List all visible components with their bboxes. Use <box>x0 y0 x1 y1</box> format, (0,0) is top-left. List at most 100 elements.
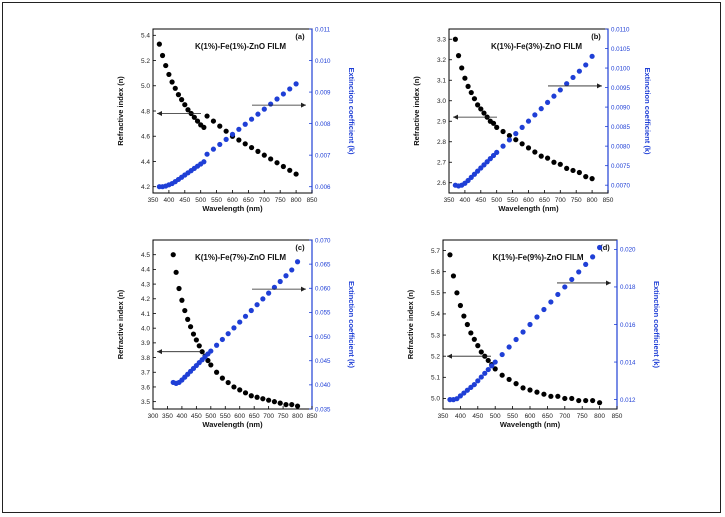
extinction-coefficient-point <box>513 336 519 343</box>
y-left-tick-label: 4.1 <box>141 311 150 318</box>
refractive-index-point <box>156 41 162 47</box>
x-tick-label: 500 <box>205 413 216 420</box>
refractive-index-point <box>175 92 182 98</box>
refractive-index-point <box>548 393 554 399</box>
refractive-index-point <box>185 107 191 113</box>
right-axis-arrowhead <box>301 102 306 108</box>
extinction-coefficient-point <box>468 384 474 391</box>
extinction-coefficient-point <box>219 336 225 343</box>
refractive-index-point <box>450 273 457 279</box>
y-right-tick-label: 0.008 <box>315 121 331 128</box>
extinction-coefficient-point <box>557 87 563 93</box>
refractive-index-point <box>255 148 261 154</box>
extinction-coefficient-point <box>461 390 467 396</box>
refractive-index-point <box>201 124 207 130</box>
extinction-coefficient-point <box>268 101 274 107</box>
refractive-index-point <box>248 144 255 151</box>
refractive-index-point <box>231 384 237 390</box>
extinction-coefficient-point <box>597 244 603 251</box>
x-tick-label: 750 <box>275 197 286 204</box>
x-tick-label: 800 <box>594 413 605 420</box>
chart-panel-c: 300 350 400 450 500 550 600 650 700 750 800 850 3.5 3… <box>116 237 356 429</box>
x-axis-label: Wavelength (nm) <box>498 204 559 213</box>
y-left-tick-label: 2.8 <box>437 139 446 146</box>
y-right-tick-label: 0.010 <box>315 58 331 65</box>
extinction-coefficient-point <box>492 359 498 365</box>
extinction-coefficient-point <box>513 131 519 137</box>
refractive-index-point <box>173 269 179 275</box>
refractive-index-point <box>271 399 278 405</box>
y-right-tick-label: 0.0080 <box>611 143 630 150</box>
refractive-index-point <box>214 369 220 375</box>
y-right-tick-label: 0.0105 <box>611 46 630 53</box>
y-left-axis-label: Refractive index (n) <box>406 289 415 359</box>
refractive-index-point <box>185 316 191 322</box>
extinction-coefficient-point <box>248 307 254 314</box>
refractive-index-point <box>225 379 231 386</box>
extinction-coefficient-point <box>266 290 272 296</box>
extinction-coefficient-point <box>576 269 582 275</box>
x-tick-label: 650 <box>243 197 254 204</box>
y-left-tick-label: 3.7 <box>141 370 150 377</box>
y-right-tick-label: 0.0075 <box>611 163 630 170</box>
y-left-tick-label: 4.8 <box>141 108 150 115</box>
refractive-index-point <box>485 357 491 364</box>
x-axis-label: Wavelength (nm) <box>202 420 263 429</box>
refractive-index-point <box>569 395 575 402</box>
y-left-tick-label: 3.9 <box>141 340 150 347</box>
y-left-tick-label: 4.4 <box>141 159 150 166</box>
extinction-coefficient-point <box>482 370 488 376</box>
refractive-index-point <box>471 336 477 342</box>
y-left-tick-label: 2.6 <box>437 180 446 187</box>
extinction-coefficient-point <box>548 299 554 305</box>
extinction-coefficient-point <box>538 106 544 112</box>
extinction-coefficient-point <box>255 111 261 117</box>
x-tick-label: 550 <box>220 413 231 420</box>
extinction-coefficient-point <box>481 162 487 168</box>
refractive-index-point <box>570 167 576 174</box>
refractive-index-point <box>163 62 169 69</box>
extinction-coefficient-point <box>541 306 547 313</box>
x-tick-label: 650 <box>542 413 553 420</box>
y-left-axis-label: Refractive index (n) <box>412 76 421 146</box>
x-tick-label: 450 <box>191 413 202 420</box>
refractive-index-point <box>236 137 242 143</box>
extinction-coefficient-point <box>454 396 460 402</box>
refractive-index-point <box>527 387 533 393</box>
refractive-index-point <box>223 128 229 134</box>
y-left-tick-label: 3.8 <box>141 355 150 362</box>
y-left-tick-label: 5.5 <box>431 290 440 297</box>
refractive-index-point <box>589 176 595 182</box>
extinction-coefficient-point <box>576 68 582 74</box>
extinction-coefficient-point <box>225 331 231 337</box>
extinction-coefficient-point <box>519 124 525 130</box>
x-tick-label: 850 <box>603 197 614 204</box>
extinction-coefficient-point <box>583 261 589 268</box>
x-tick-label: 600 <box>523 197 534 204</box>
refractive-index-point <box>287 167 293 173</box>
refractive-index-point <box>468 89 474 96</box>
refractive-index-point <box>274 160 280 166</box>
extinction-coefficient-point <box>490 152 497 159</box>
chart-panel-a: 350 400 450 500 550 600 650 700 750 800 850 4.2 4.4 4… <box>116 26 356 213</box>
refractive-index-point <box>159 52 166 59</box>
refractive-index-point <box>500 128 506 135</box>
extinction-coefficient-point <box>570 74 576 81</box>
refractive-index-point <box>289 401 295 408</box>
refractive-index-point <box>557 161 563 167</box>
extinction-coefficient-point <box>293 81 299 87</box>
refractive-index-point <box>204 113 210 119</box>
extinction-coefficient-point <box>532 112 538 118</box>
refractive-index-point <box>452 36 458 42</box>
refractive-index-point <box>576 169 582 176</box>
extinction-coefficient-point <box>499 351 505 358</box>
x-tick-label: 500 <box>490 413 501 420</box>
y-left-axis-label: Refractive index (n) <box>116 289 125 359</box>
extinction-coefficient-point <box>478 374 484 380</box>
refractive-index-point <box>280 163 286 170</box>
refractive-index-point <box>478 349 484 355</box>
y-left-tick-label: 3.0 <box>437 98 446 105</box>
refractive-index-point <box>242 141 248 147</box>
x-tick-label: 650 <box>539 197 550 204</box>
extinction-coefficient-point <box>289 267 295 273</box>
